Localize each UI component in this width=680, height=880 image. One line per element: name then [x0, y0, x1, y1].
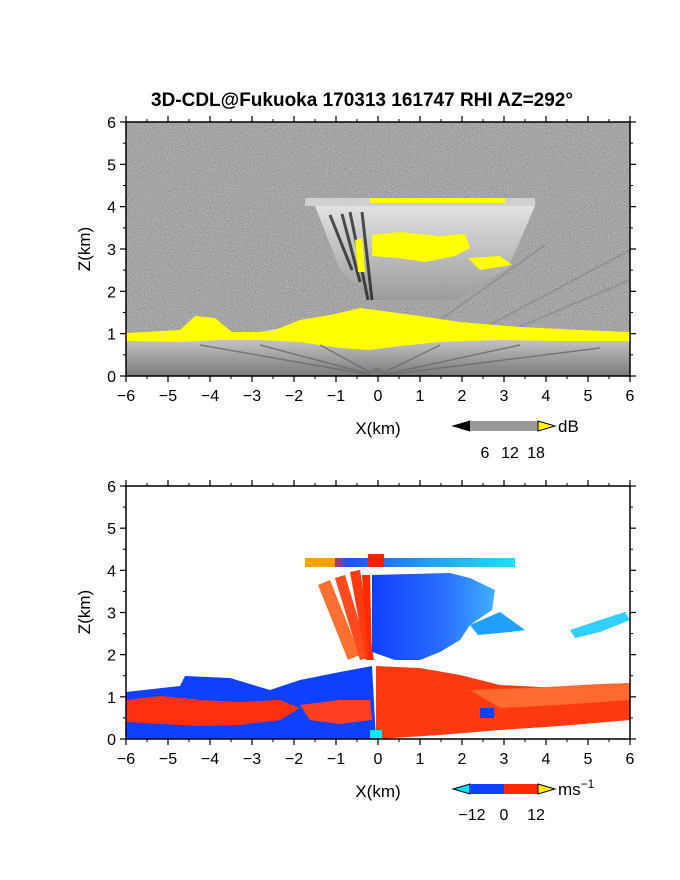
upper-line-red	[368, 554, 384, 567]
ytick-label: 1	[107, 690, 116, 707]
ytick-label: 6	[107, 479, 116, 496]
colorbar-triangle-left	[451, 420, 471, 432]
cloud-streak-yellow	[355, 238, 365, 272]
xtick-label: −2	[285, 388, 303, 405]
xtick-label: 3	[500, 388, 509, 405]
xtick-label: 0	[374, 388, 383, 405]
ytick-label: 2	[107, 648, 116, 665]
colorbar-v-tick-neg12: −12	[458, 807, 485, 824]
xtick-label: −6	[117, 751, 135, 768]
colorbar-v-red	[504, 784, 538, 794]
beam-rays	[439, 244, 630, 336]
cloud-layer-yellow-2	[468, 256, 512, 270]
xtick-label: −1	[327, 388, 345, 405]
ytick-label: 2	[107, 284, 116, 301]
colorbar-tick-6: 6	[481, 445, 490, 462]
axis-ticks-top: −6 −5 −4 −3 −2 −1 0 1 2 3 4 5 6 0 1 2 3 4 5 6	[107, 115, 636, 405]
xtick-label: −2	[285, 751, 303, 768]
xtick-label: −4	[201, 751, 219, 768]
cloud-base-yellow	[370, 198, 505, 203]
velocity-field	[126, 486, 630, 739]
xtick-label: −1	[327, 751, 345, 768]
xtick-label: 2	[458, 388, 467, 405]
colorbar-v-unit: ms−1	[558, 777, 595, 799]
ytick-label: 5	[107, 521, 116, 538]
xtick-label: 6	[626, 751, 635, 768]
ytick-label: 6	[107, 115, 116, 132]
xtick-label: −3	[243, 388, 261, 405]
xtick-label: 4	[542, 751, 551, 768]
xtick-label: −3	[243, 751, 261, 768]
axis-ticks-bottom: −6 −5 −4 −3 −2 −1 0 1 2 3 4 5 6 0 1 2 3 4 5 6	[107, 479, 636, 768]
xtick-label: −4	[201, 388, 219, 405]
ytick-label: 4	[107, 563, 116, 580]
ytick-label: 1	[107, 327, 116, 344]
xtick-label: 6	[626, 388, 635, 405]
xtick-label: 1	[416, 388, 425, 405]
colorbar-tick-18: 18	[527, 445, 545, 462]
radar-site	[370, 368, 384, 376]
colorbar-v-triangle-left	[451, 783, 471, 795]
xtick-label: 4	[542, 388, 551, 405]
xtick-label: 0	[374, 751, 383, 768]
positive-streaks	[318, 570, 374, 660]
ytick-label: 0	[107, 369, 116, 386]
colorbar-unit: dB	[558, 417, 579, 436]
ylabel-bottom: Z(km)	[75, 590, 94, 634]
colorbar-v-tick-0: 0	[500, 807, 509, 824]
sparse-echo	[570, 612, 630, 638]
bl-positive-west-2	[300, 700, 372, 724]
colorbar-ramp	[470, 421, 538, 431]
xtick-label: 5	[584, 388, 593, 405]
ytick-label: 4	[107, 200, 116, 217]
upper-line-orange	[305, 558, 335, 567]
blue-patch	[480, 708, 494, 718]
xtick-label: 1	[416, 751, 425, 768]
xtick-label: −6	[117, 388, 135, 405]
ytick-label: 3	[107, 606, 116, 623]
xtick-label: 2	[458, 751, 467, 768]
upper-line	[305, 558, 515, 567]
xtick-label: 3	[500, 751, 509, 768]
colorbar-v-tick-12: 12	[527, 807, 545, 824]
colorbar-tick-12: 12	[501, 445, 519, 462]
ytick-label: 5	[107, 157, 116, 174]
xlabel-bottom: X(km)	[355, 782, 400, 801]
near-range-fan	[199, 344, 601, 376]
xtick-label: −5	[159, 388, 177, 405]
bl-positive-west	[126, 696, 300, 726]
xtick-label: −5	[159, 751, 177, 768]
colorbar-triangle-right	[537, 420, 557, 432]
negative-streak	[470, 612, 525, 635]
cloud-layer-yellow	[372, 232, 470, 262]
negative-cloud	[372, 573, 495, 660]
xlabel-top: X(km)	[355, 419, 400, 438]
xtick-label: 5	[584, 751, 593, 768]
backscatter-field	[126, 122, 630, 376]
ylabel-top: Z(km)	[75, 227, 94, 271]
ytick-label: 3	[107, 242, 116, 259]
colorbar-velocity: ms−1 −12 0 12	[451, 777, 595, 824]
figure-title: 3D-CDL@Fukuoka 170313 161747 RHI AZ=292°	[151, 90, 573, 111]
ytick-label: 0	[107, 732, 116, 749]
colorbar-v-triangle-right	[537, 783, 557, 795]
boundary-layer-yellow	[126, 308, 630, 350]
cyan-patch	[370, 730, 382, 739]
bl-positive-east-light	[470, 683, 630, 708]
colorbar-backscatter: dB 6 12 18	[451, 417, 579, 462]
colorbar-v-blue	[470, 784, 504, 794]
